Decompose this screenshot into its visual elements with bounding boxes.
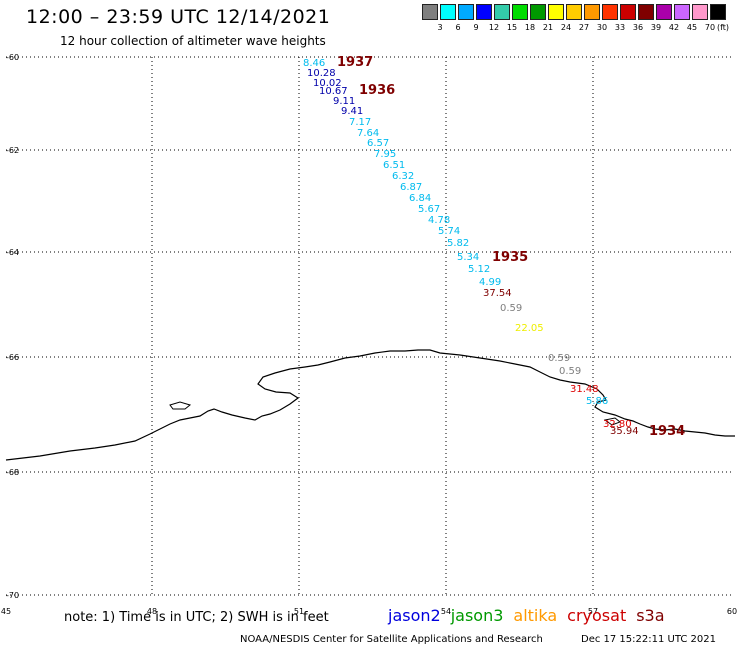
colorbar-label: 42 bbox=[668, 23, 680, 32]
colorbar-label: 70 bbox=[704, 23, 716, 32]
colorbar-swatch bbox=[548, 4, 564, 20]
colorbar-label: 21 bbox=[542, 23, 554, 32]
latitude-tick-label: -62 bbox=[6, 146, 19, 155]
swh-value-label: 4.78 bbox=[428, 215, 450, 226]
colorbar-swatch bbox=[494, 4, 510, 20]
latitude-tick-label: -66 bbox=[6, 353, 19, 362]
colorbar-swatch bbox=[638, 4, 654, 20]
satellite-legend: jason2 jason3 altika cryosat s3a bbox=[388, 606, 675, 625]
swh-value-label: 5.12 bbox=[468, 264, 490, 275]
colorbar-swatch bbox=[602, 4, 618, 20]
swh-track: 8.4610.2810.0210.679.119.417.177.646.577… bbox=[303, 58, 639, 437]
swh-value-label: 10.28 bbox=[307, 68, 336, 79]
swh-value-label: 37.54 bbox=[483, 288, 512, 299]
longitude-tick-label: 45 bbox=[1, 607, 11, 616]
swh-value-label: 6.51 bbox=[383, 160, 405, 171]
swh-value-label: 4.99 bbox=[479, 277, 501, 288]
longitude-tick-label: 48 bbox=[147, 607, 157, 616]
colorbar-label: 9 bbox=[473, 23, 479, 32]
swh-value-label: 7.64 bbox=[357, 128, 379, 139]
swh-value-label: 0.59 bbox=[548, 353, 570, 364]
latitude-tick-label: -68 bbox=[6, 468, 19, 477]
time-label: 1937 bbox=[337, 55, 373, 70]
swh-value-label: 6.32 bbox=[392, 171, 414, 182]
longitude-tick-label: 54 bbox=[441, 607, 451, 616]
swh-value-label: 5.74 bbox=[438, 226, 460, 237]
legend-s3a: s3a bbox=[636, 606, 665, 625]
swh-value-label: 9.41 bbox=[341, 106, 363, 117]
longitude-tick-label: 51 bbox=[294, 607, 304, 616]
latitude-tick-label: -60 bbox=[6, 53, 19, 62]
swh-value-label: 10.02 bbox=[313, 78, 342, 89]
latitude-tick-label: -64 bbox=[6, 248, 19, 257]
footer-note: note: 1) Time is in UTC; 2) SWH is in fe… bbox=[64, 610, 329, 625]
legend-jason2: jason2 bbox=[388, 606, 441, 625]
legend-jason3: jason3 bbox=[450, 606, 504, 625]
credit-line: NOAA/NESDIS Center for Satellite Applica… bbox=[240, 634, 543, 645]
island-outline bbox=[603, 417, 621, 426]
colorbar-unit: (ft) bbox=[716, 23, 730, 32]
longitude-tick-label: 57 bbox=[588, 607, 598, 616]
swh-value-label: 5.82 bbox=[447, 238, 469, 249]
colorbar-swatch bbox=[476, 4, 492, 20]
colorbar-label: 3 bbox=[437, 23, 443, 32]
colorbar-label: 45 bbox=[686, 23, 698, 32]
swh-value-label: 10.67 bbox=[319, 86, 348, 97]
swh-value-label: 9.11 bbox=[333, 96, 355, 107]
colorbar-swatch bbox=[566, 4, 582, 20]
time-label: 1935 bbox=[492, 250, 528, 265]
longitude-tick-label: 60 bbox=[727, 607, 737, 616]
swh-value-label: 6.84 bbox=[409, 193, 431, 204]
swh-value-label: 22.05 bbox=[515, 323, 544, 334]
coastline bbox=[5, 349, 735, 461]
colorbar-swatch bbox=[530, 4, 546, 20]
colorbar-swatch bbox=[512, 4, 528, 20]
swh-value-label: 5.34 bbox=[457, 252, 479, 263]
colorbar-label: 39 bbox=[650, 23, 662, 32]
swh-value-label: 6.57 bbox=[367, 138, 389, 149]
swh-value-label: 7.95 bbox=[374, 149, 396, 160]
colorbar-label: 15 bbox=[506, 23, 518, 32]
time-label: 1936 bbox=[359, 83, 395, 98]
swh-value-label: 32.80 bbox=[603, 419, 632, 430]
swh-value-label: 6.87 bbox=[400, 182, 422, 193]
legend-cryosat: cryosat bbox=[567, 606, 627, 625]
colorbar-label: 24 bbox=[560, 23, 572, 32]
swh-value-label: 8.46 bbox=[303, 58, 325, 69]
swh-value-label: 7.17 bbox=[349, 117, 371, 128]
time-labels: 1937 1936 1935 1934 bbox=[337, 55, 685, 439]
colorbar-swatch bbox=[656, 4, 672, 20]
colorbar-label: 12 bbox=[488, 23, 500, 32]
swh-value-label: 5.67 bbox=[418, 204, 440, 215]
colorbar-label: 33 bbox=[614, 23, 626, 32]
map-subtitle: 12 hour collection of altimeter wave hei… bbox=[60, 34, 326, 48]
colorbar-swatch bbox=[710, 4, 726, 20]
colorbar-swatch bbox=[458, 4, 474, 20]
swh-value-label: 35.94 bbox=[610, 426, 639, 437]
latitude-tick-label: -70 bbox=[6, 591, 19, 600]
swh-value-label: 0.59 bbox=[500, 303, 522, 314]
swh-value-label: 0.59 bbox=[559, 366, 581, 377]
colorbar-swatch bbox=[440, 4, 456, 20]
time-label: 1934 bbox=[649, 424, 685, 439]
axis-tick-labels: 45 48 51 54 57 60 -60 -62 -64 -66 -68 -70 bbox=[1, 53, 737, 616]
colorbar-label: 27 bbox=[578, 23, 590, 32]
colorbar-label: 36 bbox=[632, 23, 644, 32]
colorbar-swatch bbox=[674, 4, 690, 20]
map-grid bbox=[6, 56, 732, 596]
generated-timestamp: Dec 17 15:22:11 UTC 2021 bbox=[581, 634, 716, 645]
colorbar-swatch bbox=[584, 4, 600, 20]
colorbar-label: 6 bbox=[455, 23, 461, 32]
colorbar-swatch bbox=[422, 4, 438, 20]
map-title: 12:00 – 23:59 UTC 12/14/2021 bbox=[26, 6, 331, 28]
island-outline bbox=[169, 401, 192, 410]
colorbar-swatch bbox=[620, 4, 636, 20]
legend-altika: altika bbox=[513, 606, 558, 625]
swh-value-label: 31.48 bbox=[570, 384, 599, 395]
colorbar-swatch bbox=[692, 4, 708, 20]
colorbar-label: 18 bbox=[524, 23, 536, 32]
colorbar-label: 30 bbox=[596, 23, 608, 32]
swh-value-label: 5.86 bbox=[586, 396, 608, 407]
